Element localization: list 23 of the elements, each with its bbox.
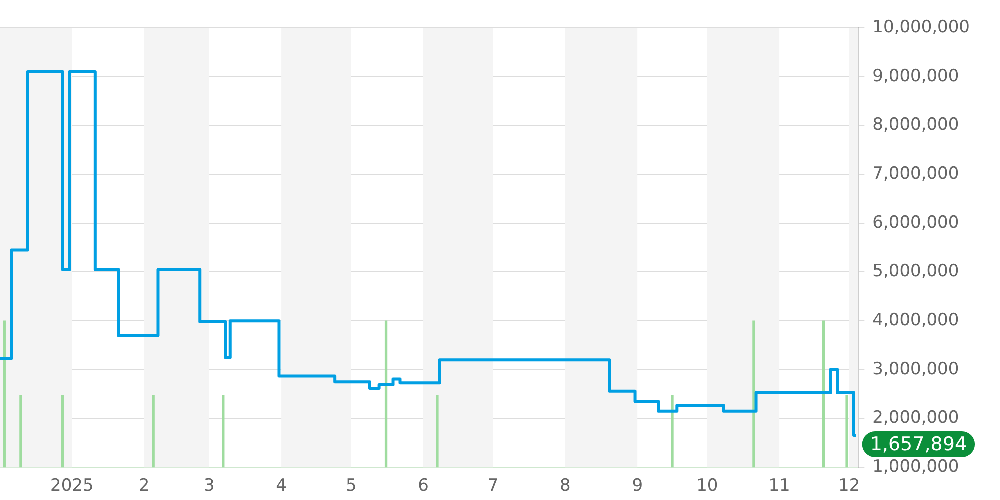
x-tick-label: 6 (418, 476, 429, 496)
x-tick-label: 2025 (50, 476, 94, 496)
y-tick-label: 9,000,000 (872, 66, 960, 86)
y-tick-label: 1,000,000 (872, 457, 960, 478)
x-tick-label: 9 (632, 476, 644, 496)
x-tick-label: 4 (276, 476, 287, 496)
x-tick-label: 3 (204, 476, 215, 496)
x-tick-label: 7 (488, 476, 499, 496)
y-tick-label: 3,000,000 (872, 359, 960, 380)
x-tick-label: 8 (560, 476, 571, 496)
y-tick-label: 2,000,000 (872, 408, 960, 428)
y-tick-label: 6,000,000 (872, 212, 960, 233)
y-tick-label: 10,000,000 (872, 17, 970, 38)
y-tick-label: 5,000,000 (872, 262, 960, 282)
x-tick-label: 5 (346, 476, 357, 496)
y-tick-label: 7,000,000 (872, 164, 960, 184)
x-tick-label: 2 (138, 476, 150, 496)
y-tick-label: 4,000,000 (872, 310, 960, 330)
annotation: 1,657,894 (870, 433, 968, 456)
x-tick-label: 10 (696, 476, 718, 496)
y-tick-label: 8,000,000 (872, 115, 960, 136)
x-tick-label: 11 (768, 476, 790, 496)
x-tick-label: 12 (838, 476, 860, 496)
